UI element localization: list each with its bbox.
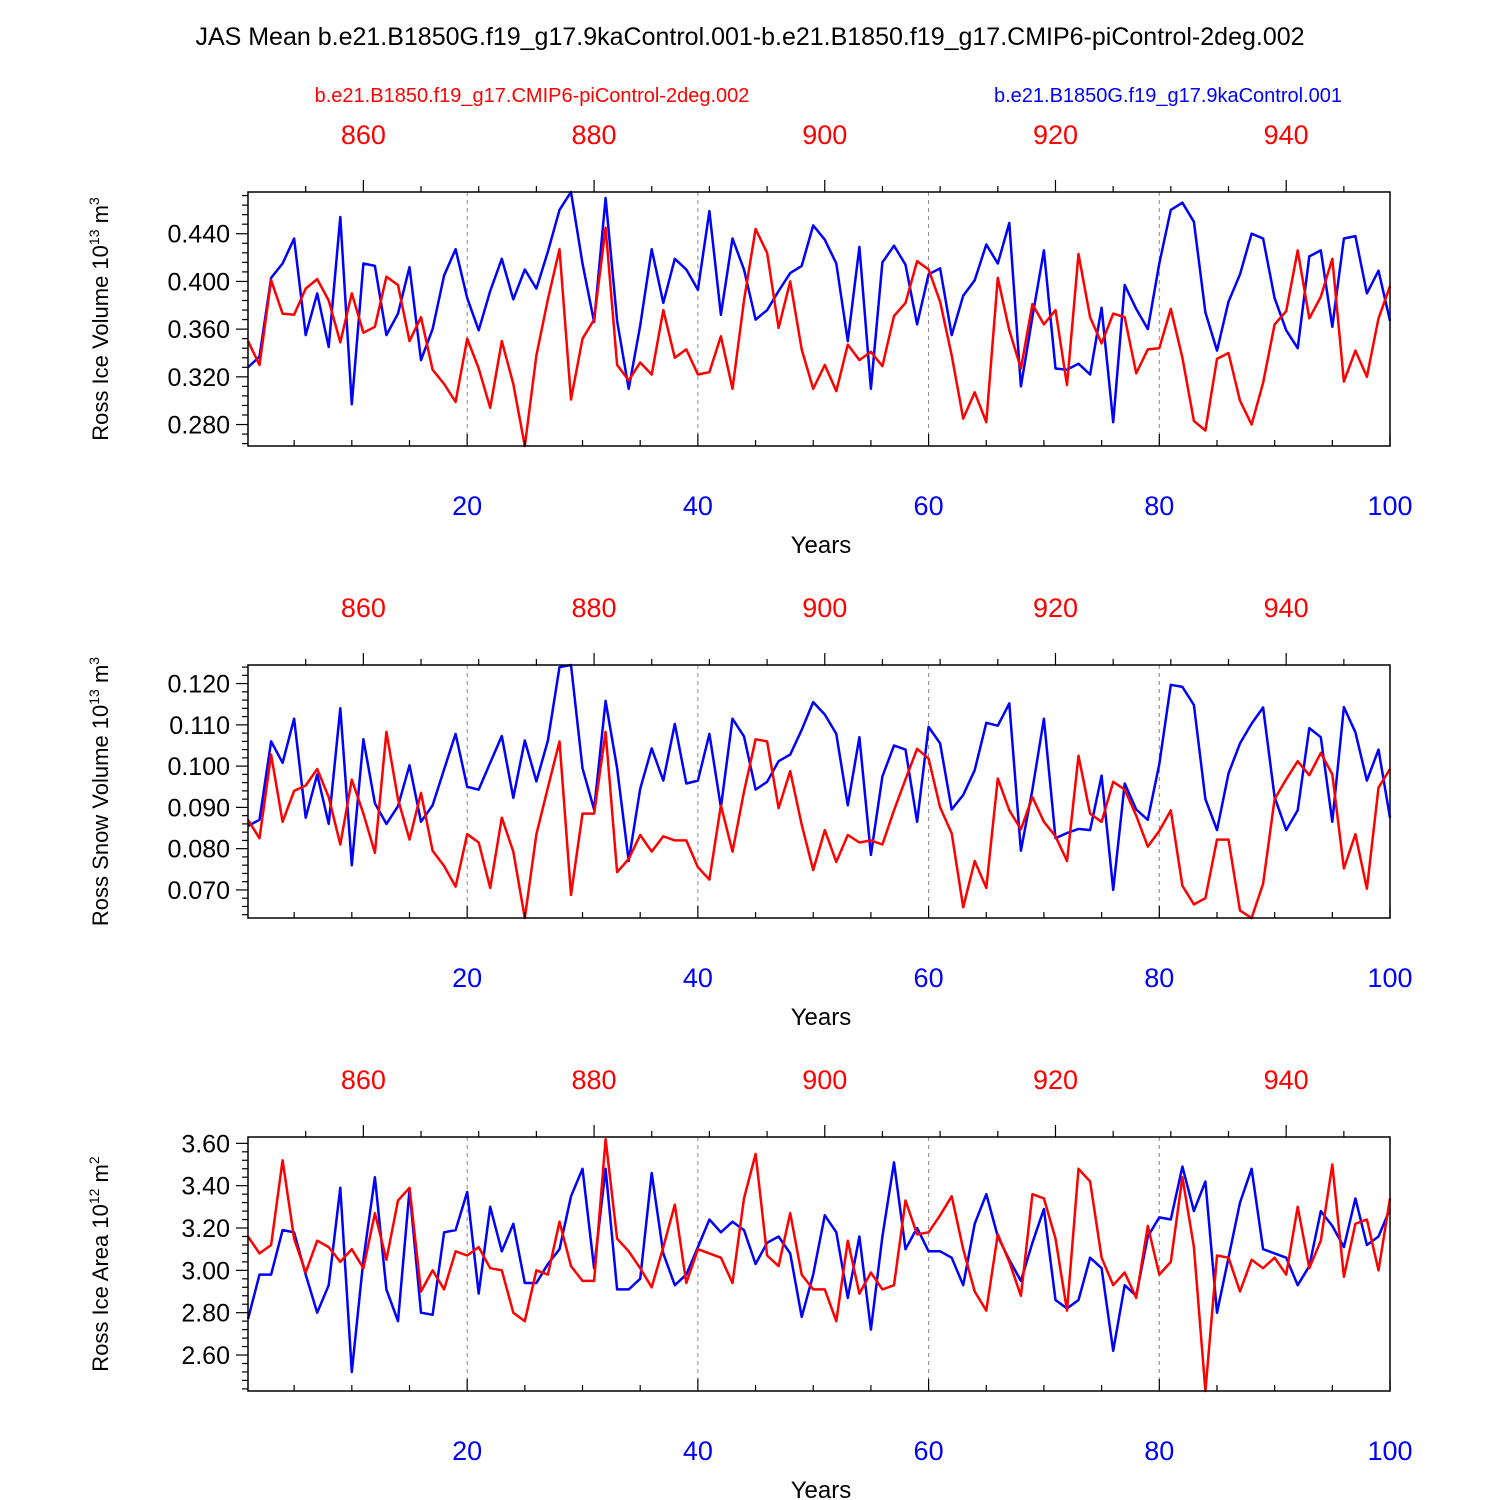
panel-2: 20 40 60 80 100 Years 860 880 900 920 940 0.070 0.08… xyxy=(86,593,1413,1031)
y-axis-label: Ross Ice Area 1012 m2 xyxy=(86,1156,113,1372)
plot-frame xyxy=(247,1136,1391,1392)
x2-tick-label: 860 xyxy=(341,120,386,150)
y-tick-label: 0.100 xyxy=(167,753,230,781)
y-tick-label: 0.080 xyxy=(167,836,230,864)
y-tick-label: 3.60 xyxy=(181,1130,230,1158)
x2-tick-label: 860 xyxy=(341,1065,386,1095)
x2-tick-label: 920 xyxy=(1033,1065,1078,1095)
plot-frame xyxy=(247,664,1391,919)
legend-blue-label: b.e21.B1850G.f19_g17.9kaControl.001 xyxy=(994,85,1342,107)
x-tick-label: 40 xyxy=(683,1436,713,1466)
figure-title: JAS Mean b.e21.B1850G.f19_g17.9kaControl… xyxy=(195,23,1304,51)
y-tick-label: 3.00 xyxy=(181,1257,230,1285)
series-line-red xyxy=(246,1137,1392,1393)
y-tick-label: 0.400 xyxy=(167,268,230,296)
x2-tick-label: 900 xyxy=(802,1065,847,1095)
y-tick-label: 0.440 xyxy=(167,221,230,249)
y-tick-label: 3.20 xyxy=(181,1215,230,1243)
x-axis-label: Years xyxy=(791,532,852,559)
x2-tick-label: 880 xyxy=(572,593,617,623)
x-tick-label: 80 xyxy=(1144,963,1174,993)
x-tick-label: 60 xyxy=(914,963,944,993)
x-tick-label: 100 xyxy=(1367,963,1412,993)
x-tick-label: 40 xyxy=(683,491,713,521)
y-axis-label: Ross Snow Volume 1013 m3 xyxy=(86,657,113,926)
x2-tick-label: 900 xyxy=(802,593,847,623)
y-tick-label: 0.090 xyxy=(167,794,230,822)
y-tick-label: 0.070 xyxy=(167,877,230,905)
x2-tick-label: 860 xyxy=(341,593,386,623)
series-line-blue xyxy=(247,190,1392,424)
y-tick-label: 2.60 xyxy=(181,1342,230,1370)
x2-tick-label: 920 xyxy=(1033,593,1078,623)
x-tick-label: 40 xyxy=(683,963,713,993)
x2-tick-label: 940 xyxy=(1264,120,1309,150)
x-axis-label: Years xyxy=(791,1477,852,1500)
y-axis-label: Ross Ice Volume 1013 m3 xyxy=(86,197,113,441)
x2-tick-label: 900 xyxy=(802,120,847,150)
x-axis-label: Years xyxy=(791,1004,852,1031)
y-tick-label: 0.320 xyxy=(167,364,230,392)
series-line-blue xyxy=(247,663,1392,892)
x2-tick-label: 880 xyxy=(572,1065,617,1095)
series-line-red xyxy=(246,730,1392,920)
panel-3: 20 40 60 80 100 Years 860 880 900 920 940 2.60 2.80 3… xyxy=(86,1065,1413,1500)
y-tick-label: 2.80 xyxy=(181,1300,230,1328)
x-tick-label: 100 xyxy=(1367,491,1412,521)
x2-tick-label: 940 xyxy=(1264,593,1309,623)
series-line-red xyxy=(246,226,1392,448)
y-tick-label: 0.120 xyxy=(167,671,230,699)
series-line-blue xyxy=(246,1161,1392,1374)
y-tick-label: 3.40 xyxy=(181,1173,230,1201)
x-tick-label: 20 xyxy=(452,963,482,993)
x2-tick-label: 920 xyxy=(1033,120,1078,150)
panel-1: 20 40 60 80 100 Years 860 880 900 920 940 0.280 0.32… xyxy=(86,120,1413,559)
x-tick-label: 20 xyxy=(452,1436,482,1466)
x-tick-label: 100 xyxy=(1367,1436,1412,1466)
x2-tick-label: 880 xyxy=(572,120,617,150)
x-tick-label: 80 xyxy=(1144,1436,1174,1466)
y-tick-label: 0.110 xyxy=(169,712,230,740)
y-tick-label: 0.280 xyxy=(167,412,230,440)
x-tick-label: 20 xyxy=(452,491,482,521)
legend-red-label: b.e21.B1850.f19_g17.CMIP6-piControl-2deg… xyxy=(315,85,750,107)
y-tick-label: 0.360 xyxy=(167,316,230,344)
x-tick-label: 60 xyxy=(914,1436,944,1466)
x-tick-label: 60 xyxy=(914,491,944,521)
x-tick-label: 80 xyxy=(1144,491,1174,521)
x2-tick-label: 940 xyxy=(1264,1065,1309,1095)
